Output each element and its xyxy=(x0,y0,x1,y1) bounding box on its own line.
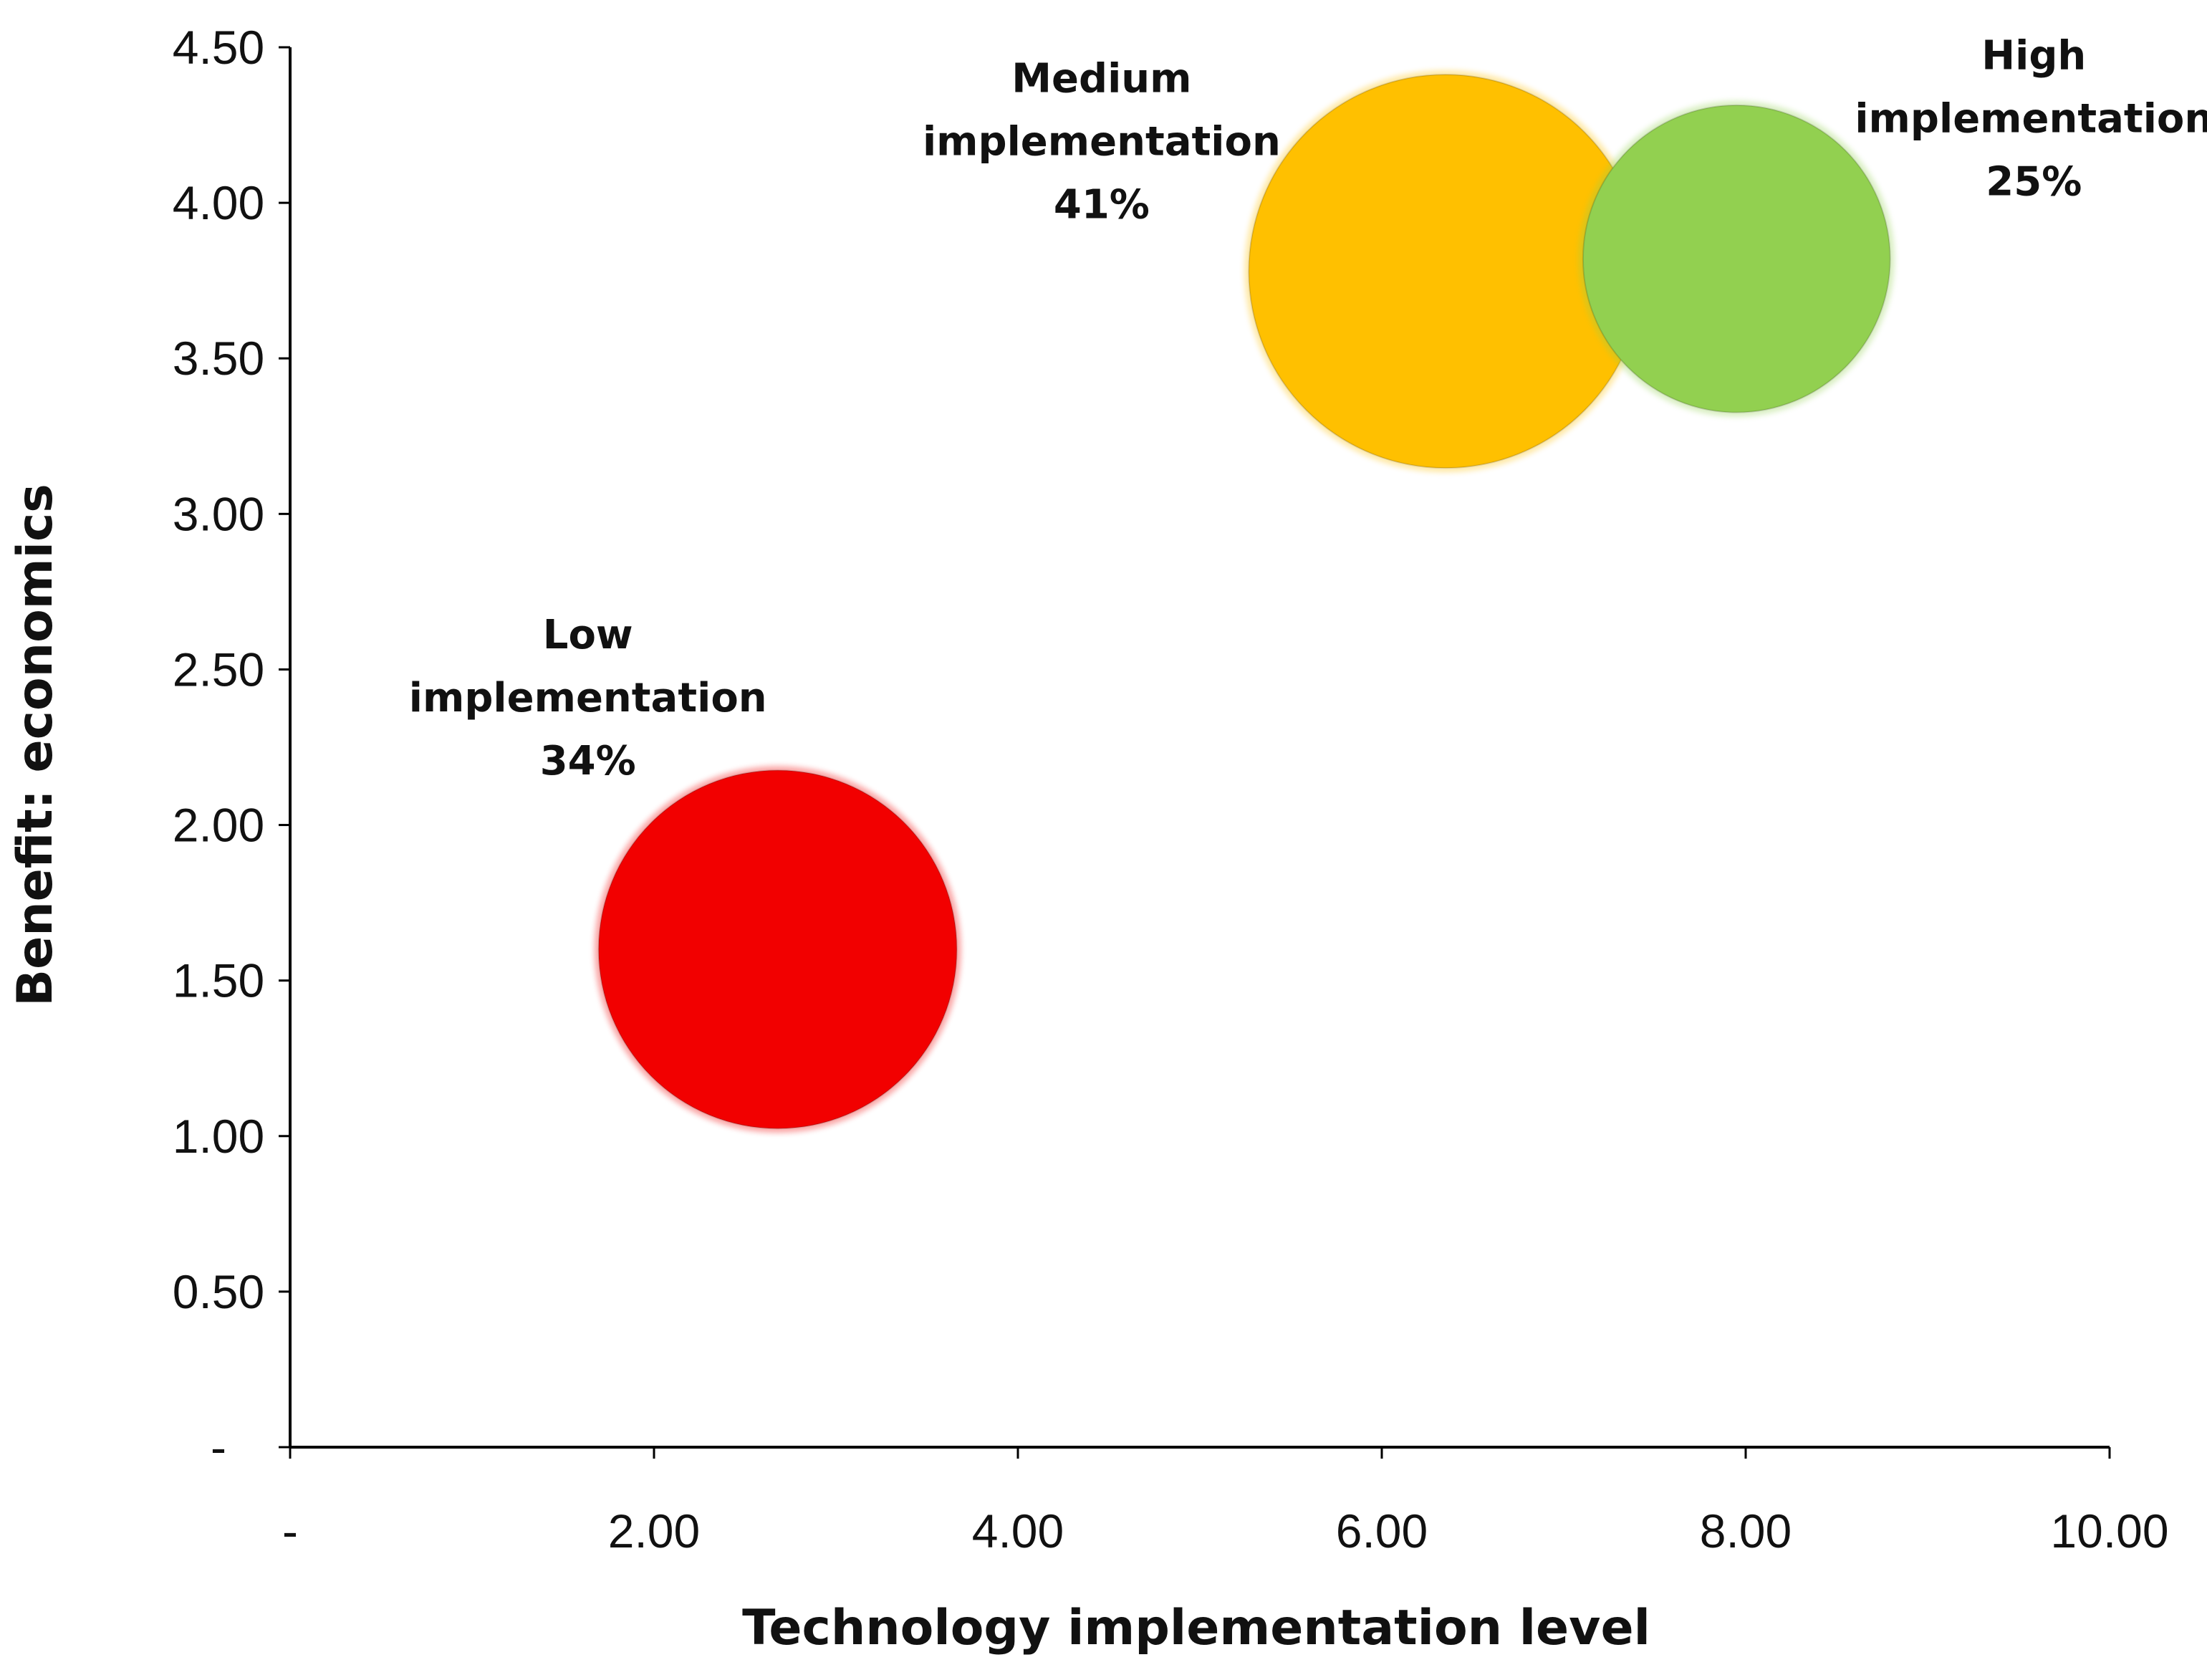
bubble-label-line: 25% xyxy=(1986,158,2082,205)
bubble-label-line: implementation xyxy=(1855,95,2207,142)
bubble-label-line: 34% xyxy=(540,738,636,784)
y-tick-label: 4.50 xyxy=(173,21,264,74)
x-tick-label: 10.00 xyxy=(2050,1504,2168,1557)
bubble-circle xyxy=(1582,104,1891,413)
x-tick-label: 6.00 xyxy=(1336,1504,1428,1557)
bubble-high-implementation xyxy=(1578,100,1895,417)
y-tick-label: 1.00 xyxy=(173,1110,264,1163)
bubble-low-implementation xyxy=(594,766,961,1133)
bubble-label-line: implementation xyxy=(409,675,767,721)
y-tick-label: 1.50 xyxy=(173,954,264,1007)
bubble-labels: Low implementation 34% Medium implementation… xyxy=(409,32,2207,784)
bubble-label-line: High xyxy=(1981,32,2086,79)
x-tick-label: - xyxy=(282,1504,298,1557)
y-tick-label: 3.00 xyxy=(173,487,264,540)
x-axis-ticks: - 2.00 4.00 6.00 8.00 10.00 xyxy=(282,1447,2169,1557)
x-tick-label: 8.00 xyxy=(1700,1504,1792,1557)
bubble-label-line: 41% xyxy=(1054,182,1150,229)
y-tick-label: 3.50 xyxy=(173,332,264,385)
bubble-circle xyxy=(597,769,958,1130)
y-tick-label: 4.00 xyxy=(173,176,264,229)
bubble-label-line: Medium xyxy=(1011,56,1191,102)
y-tick-label: 0.50 xyxy=(173,1265,264,1318)
x-axis-title: Technology implementation level xyxy=(742,1600,1650,1656)
y-tick-label: 2.50 xyxy=(173,643,264,696)
y-tick-label: - xyxy=(211,1421,226,1474)
bubble-label-line: Low xyxy=(543,612,633,658)
bubble-medium-implementation xyxy=(1244,70,1647,473)
x-tick-label: 2.00 xyxy=(608,1504,700,1557)
y-axis-title: Benefit: economics xyxy=(7,484,64,1006)
bubbles xyxy=(594,70,1895,1133)
y-tick-label: 2.00 xyxy=(173,799,264,852)
axes xyxy=(289,47,2110,1449)
bubble-label-line: implementation xyxy=(923,119,1281,165)
y-axis-ticks: - 0.50 1.00 1.50 2.00 2.50 3.00 3.50 4.00 4.50 xyxy=(173,21,290,1474)
x-tick-label: 4.00 xyxy=(972,1504,1064,1557)
